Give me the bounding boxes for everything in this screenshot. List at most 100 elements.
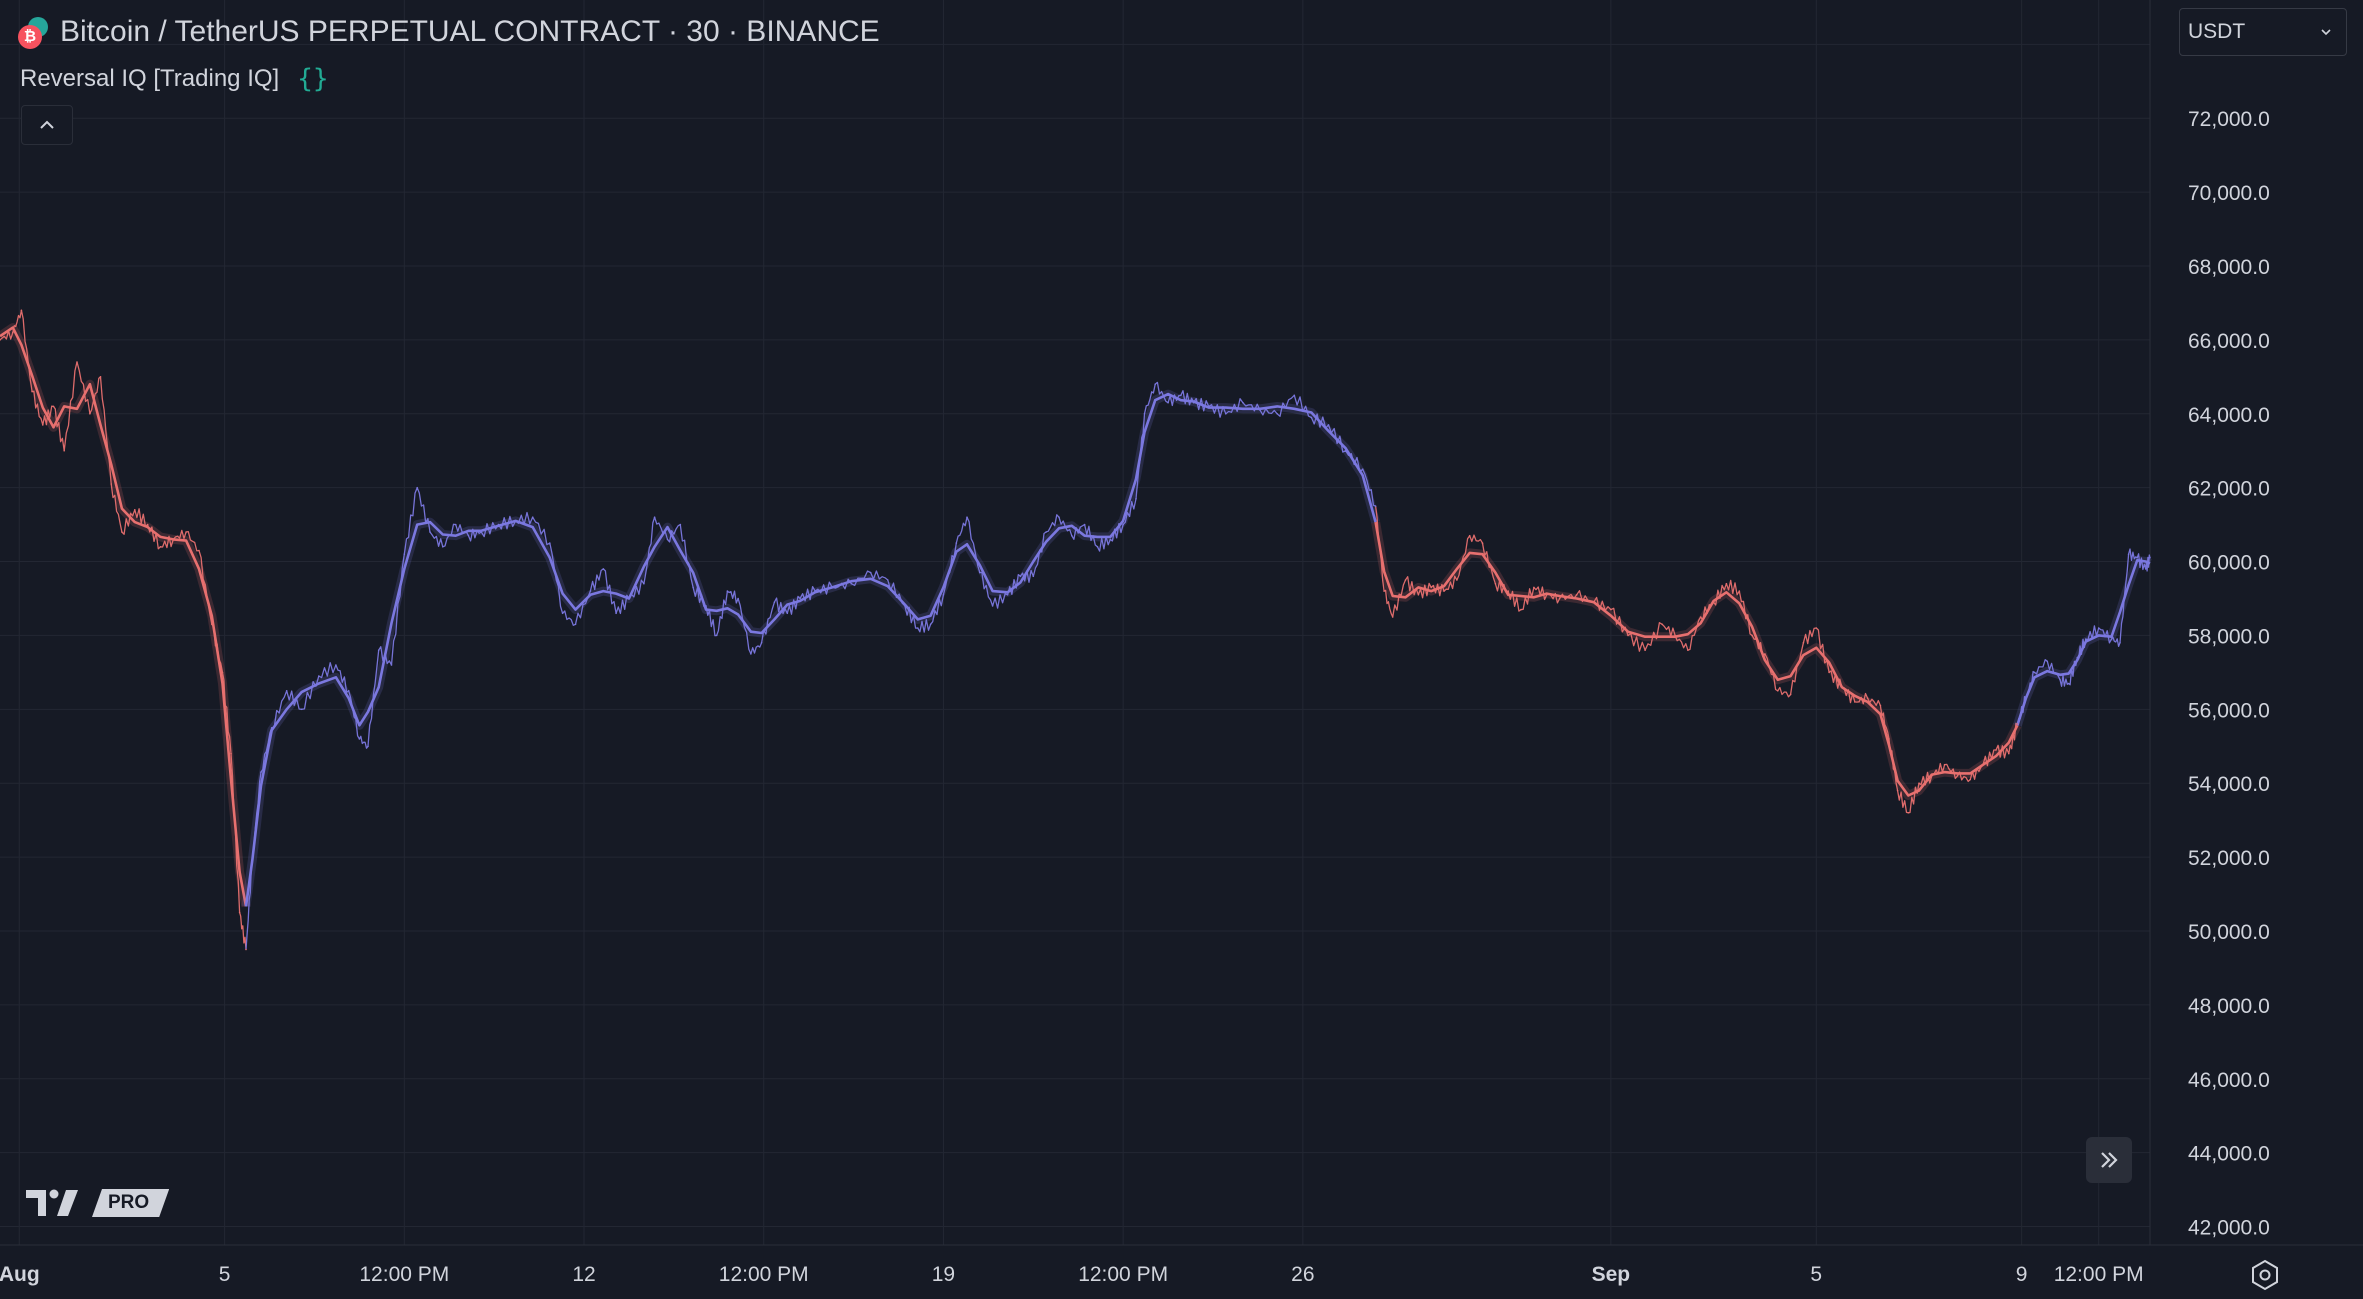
price-point <box>1879 704 1882 707</box>
price-point <box>705 605 707 607</box>
price-point <box>726 590 729 592</box>
collapse-legend-button[interactable] <box>21 105 73 145</box>
price-point <box>929 623 932 626</box>
price-point <box>285 690 288 692</box>
price-point <box>497 523 500 526</box>
reversal-band-glow <box>241 389 1380 908</box>
price-point <box>1687 649 1689 651</box>
y-tick-label: 60,000.0 <box>2188 552 2270 575</box>
price-point <box>12 331 14 334</box>
y-tick-label: 48,000.0 <box>2188 995 2270 1018</box>
x-tick-label: 12:00 PM <box>359 1263 449 1286</box>
price-point <box>869 571 872 574</box>
price-point <box>1468 534 1471 537</box>
price-point <box>831 586 833 589</box>
price-point <box>904 605 906 607</box>
price-point <box>442 546 444 548</box>
price-point <box>198 549 200 552</box>
grid-lines <box>0 0 2363 1246</box>
price-point <box>574 623 577 626</box>
currency-select[interactable]: USDT <box>2179 8 2347 56</box>
x-tick-label: Aug <box>0 1263 40 1286</box>
x-tick-label: 5 <box>1810 1263 1822 1286</box>
y-tick-label: 44,000.0 <box>2188 1143 2270 1166</box>
reversal-band-glow <box>1371 521 2022 800</box>
price-point <box>1764 653 1766 655</box>
price-point <box>454 523 457 526</box>
price-point <box>814 590 816 592</box>
price-point <box>773 601 776 603</box>
price-point <box>979 571 981 574</box>
settings-icon[interactable] <box>2248 1258 2282 1292</box>
price-point <box>2076 656 2079 659</box>
price-point <box>429 531 431 533</box>
price-point <box>1361 468 1364 471</box>
tradingview-logo-icon <box>26 1189 78 1216</box>
y-tick-label: 70,000.0 <box>2188 182 2270 205</box>
price-point <box>1738 590 1741 592</box>
price-point <box>1207 405 1210 408</box>
price-point <box>1391 616 1394 618</box>
price-point <box>1135 497 1137 500</box>
price-line <box>0 309 247 950</box>
price-point <box>1841 686 1843 688</box>
price-point <box>1109 538 1112 541</box>
scroll-to-realtime-button[interactable] <box>2086 1137 2132 1183</box>
price-point <box>955 542 958 544</box>
price-point <box>121 531 123 533</box>
price-point <box>628 597 630 600</box>
y-tick-label: 62,000.0 <box>2188 478 2270 501</box>
price-point <box>1225 413 1227 415</box>
x-tick-label: 9 <box>2016 1263 2028 1286</box>
price-point <box>1456 579 1458 581</box>
price-point <box>260 771 262 773</box>
price-point <box>42 424 44 426</box>
price-point <box>416 486 419 489</box>
price-series-layer <box>0 309 2152 951</box>
x-tick-label: 26 <box>1291 1263 1314 1286</box>
price-point <box>1593 601 1595 603</box>
price-point <box>966 516 968 518</box>
price-point <box>1943 763 1946 766</box>
price-point <box>367 745 369 748</box>
time-axis[interactable]: Aug 5 12:00 PM 12 12:00 PM 19 12:00 PM 26 Sep 5 9 1… <box>0 1263 2144 1286</box>
price-point <box>1310 416 1313 419</box>
price-point <box>1610 608 1612 611</box>
price-point <box>1293 394 1296 397</box>
y-tick-label: 68,000.0 <box>2188 256 2270 279</box>
price-point <box>2127 553 2130 555</box>
price-point <box>679 523 682 526</box>
price-point <box>531 516 534 518</box>
price-point <box>1533 586 1535 589</box>
price-point <box>1575 594 1578 596</box>
tradingview-logo[interactable]: PRO <box>24 1186 169 1220</box>
price-point <box>1192 401 1195 404</box>
indicator-legend[interactable]: Reversal IQ [Trading IQ] {} <box>20 62 329 96</box>
price-point <box>917 627 919 629</box>
price-point <box>561 612 564 615</box>
braces-icon[interactable]: {} <box>297 64 329 94</box>
price-point <box>1854 701 1856 703</box>
y-tick-label: 42,000.0 <box>2188 1217 2270 1240</box>
price-point <box>245 948 247 951</box>
x-tick-label: 5 <box>219 1263 231 1286</box>
indicator-name[interactable]: Reversal IQ [Trading IQ] <box>20 65 280 92</box>
price-point <box>514 520 517 522</box>
price-axis[interactable]: 74,000.072,000.070,000.068,000.066,000.0… <box>2188 34 2270 1239</box>
price-point <box>1907 812 1910 814</box>
y-tick-label: 52,000.0 <box>2188 847 2270 870</box>
price-point <box>1712 601 1715 603</box>
price-point <box>1627 634 1629 637</box>
price-point <box>1545 594 1548 596</box>
symbol-title[interactable]: Bitcoin / TetherUS PERPETUAL CONTRACT · … <box>60 15 880 48</box>
price-point <box>1242 401 1244 404</box>
price-point <box>358 738 361 740</box>
price-point <box>1918 782 1920 784</box>
price-point <box>238 911 241 914</box>
price-point <box>1006 594 1009 596</box>
price-point <box>390 664 393 666</box>
price-point <box>887 579 889 581</box>
price-point <box>1777 690 1779 692</box>
x-tick-label: 12:00 PM <box>2054 1263 2144 1286</box>
